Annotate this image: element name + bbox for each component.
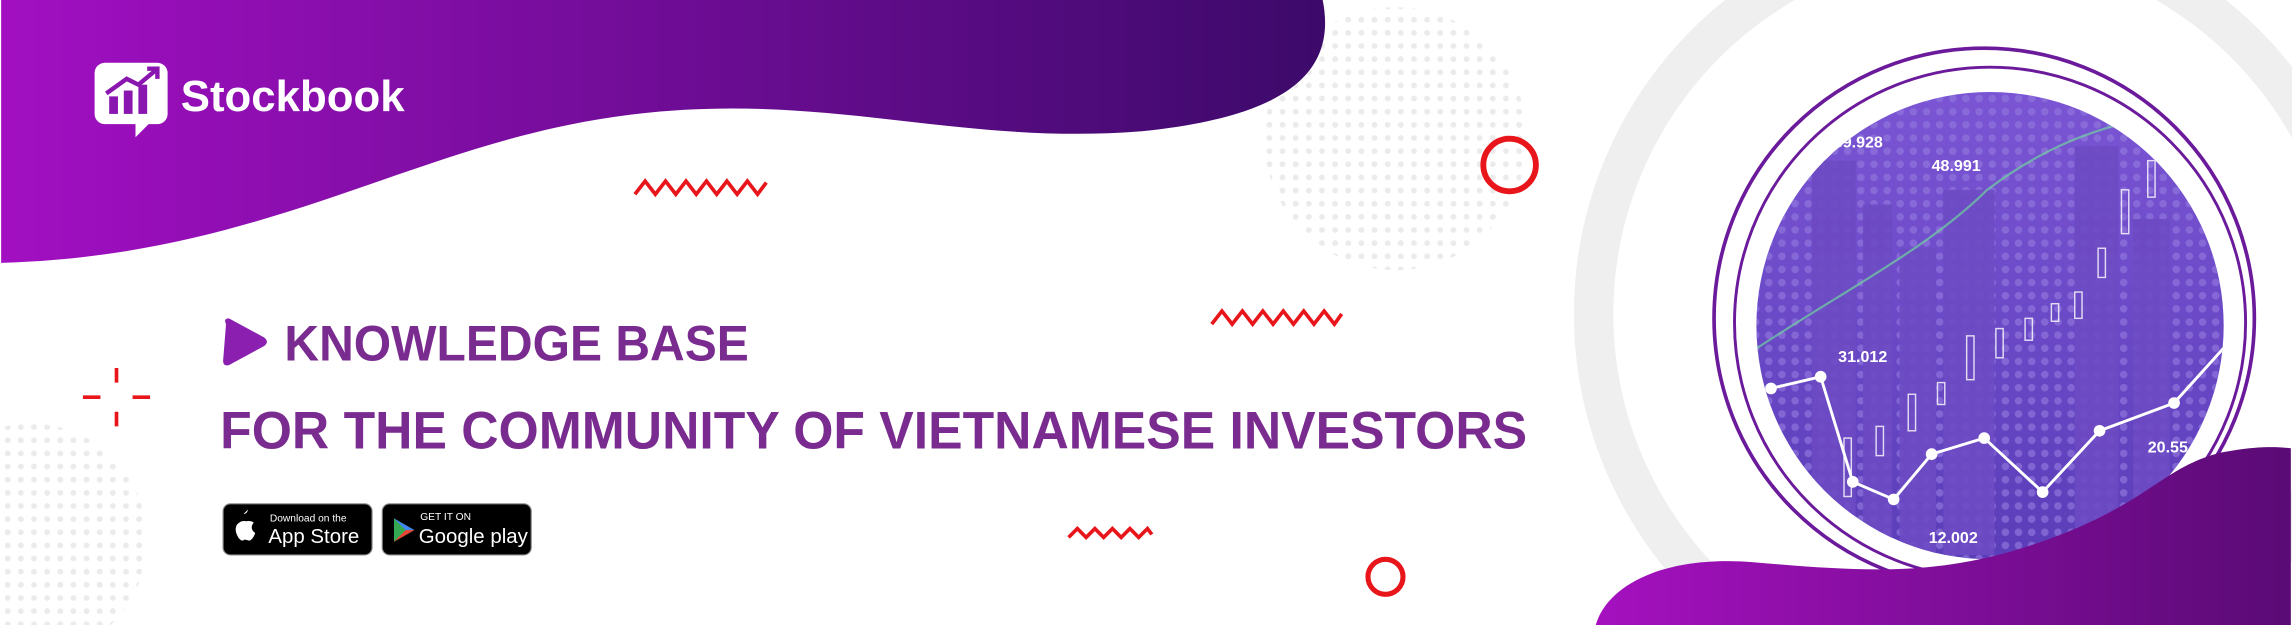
google-play-badge[interactable]: GET IT ON Google play xyxy=(381,503,532,556)
headline-tag: KNOWLEDGE BASE xyxy=(284,316,748,372)
top-wave xyxy=(1,0,1326,263)
badge-large-text: App Store xyxy=(268,525,359,548)
app-store-badge[interactable]: Download on the App Store xyxy=(222,503,373,556)
photo: 39.928 48.991 31.012 12.002 20.55 xyxy=(1756,91,2224,560)
badge-small-text: GET IT ON xyxy=(420,512,471,523)
image-label: 12.002 xyxy=(1929,529,1978,547)
bottom-wave xyxy=(1595,447,2291,625)
play-icon xyxy=(223,318,267,366)
image-label: 31.012 xyxy=(1838,348,1887,366)
badge-large-text: Google play xyxy=(419,525,529,548)
badge-small-text: Download on the xyxy=(270,513,347,524)
dot-texture xyxy=(1264,7,1528,271)
dot-texture xyxy=(0,423,148,625)
decorations xyxy=(82,135,1744,597)
image-label: 48.991 xyxy=(1932,157,1981,175)
headline-title: FOR THE COMMUNITY OF VIETNAMESE INVESTOR… xyxy=(220,401,1527,460)
image-label: 20.55 xyxy=(2148,439,2188,457)
brand-name: Stockbook xyxy=(181,72,406,121)
